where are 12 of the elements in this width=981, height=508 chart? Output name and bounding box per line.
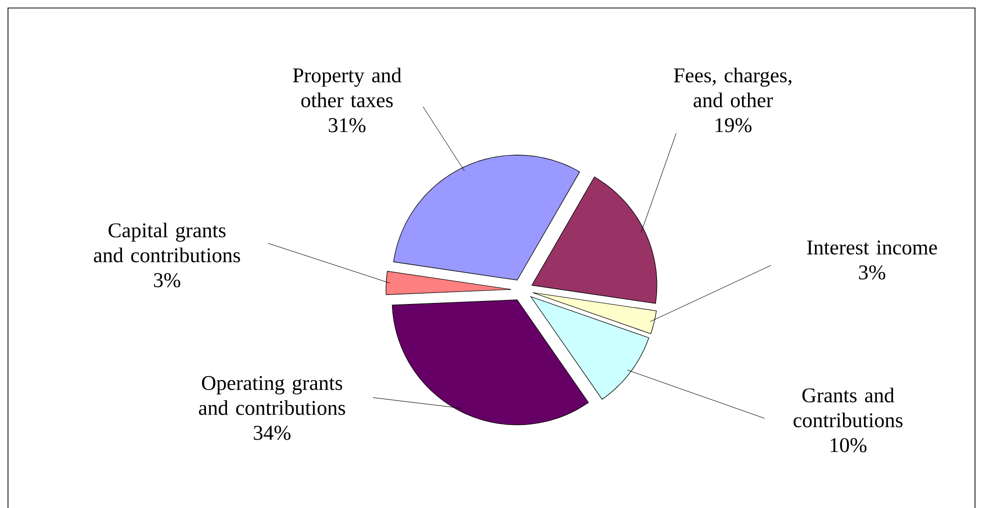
slice-label: Operating grants and contributions bbox=[198, 376, 346, 415]
data-label: 10% bbox=[830, 438, 866, 452]
data-label: 3% bbox=[154, 272, 180, 288]
slice-label: Grants and contributions bbox=[794, 388, 902, 428]
slice-label: Fees, charges, and other bbox=[674, 68, 792, 108]
data-label: 3% bbox=[859, 265, 886, 280]
data-label: 31% bbox=[328, 118, 366, 132]
data-label: 19% bbox=[716, 118, 752, 132]
data-label: 34% bbox=[254, 426, 290, 440]
slice-label: Property and other taxes bbox=[293, 68, 402, 108]
slice-label: Interest income bbox=[807, 240, 937, 254]
slice-label: Capital grants and contributions bbox=[94, 222, 240, 262]
